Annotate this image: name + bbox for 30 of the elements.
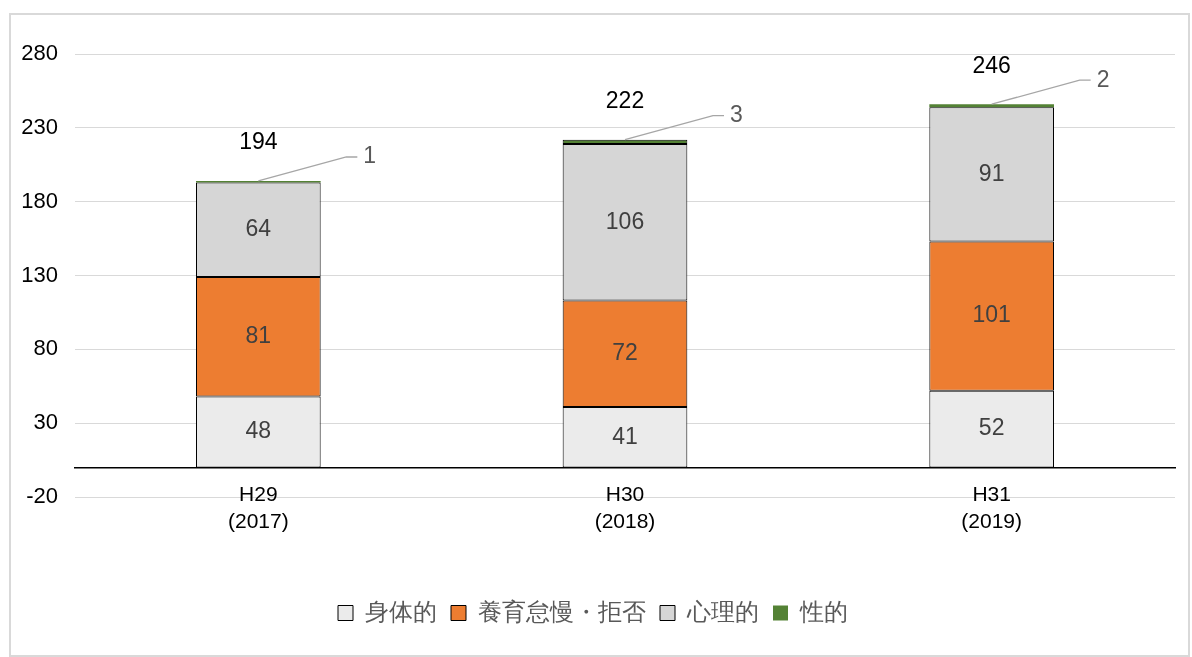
total-label: 194	[239, 128, 278, 155]
data-label: 3	[730, 100, 743, 127]
data-label: 72	[612, 339, 638, 366]
x-tick-label: H31 (2019)	[961, 481, 1023, 533]
bar	[929, 104, 1054, 108]
y-tick-label: -20	[26, 483, 58, 509]
legend-label: 身体的	[365, 597, 437, 625]
legend-label: 心理的	[686, 597, 759, 625]
data-label: 81	[245, 322, 272, 349]
data-label: 1	[363, 142, 377, 169]
data-label: 106	[605, 207, 645, 234]
data-label: 64	[245, 215, 272, 242]
data-label: 52	[978, 414, 1005, 441]
data-label: 91	[978, 159, 1005, 186]
y-tick-label: 30	[33, 409, 58, 435]
data-label: 48	[245, 417, 272, 444]
data-label: 101	[972, 301, 1011, 328]
y-tick-label: 180	[21, 187, 58, 213]
legend-label: 性的	[799, 597, 848, 625]
y-tick-label: 130	[21, 261, 58, 287]
data-label: 2	[1096, 65, 1110, 92]
x-tick-label: H29 (2017)	[227, 481, 289, 533]
x-tick-label: H30 (2018)	[594, 481, 656, 533]
y-tick-label: 80	[33, 335, 58, 361]
legend-label: 養育怠慢・拒否	[478, 597, 646, 625]
total-label: 222	[605, 86, 645, 113]
data-label: 41	[612, 422, 638, 449]
total-label: 246	[972, 51, 1011, 78]
y-tick-label: 230	[21, 113, 58, 139]
y-tick-label: 280	[21, 40, 58, 66]
